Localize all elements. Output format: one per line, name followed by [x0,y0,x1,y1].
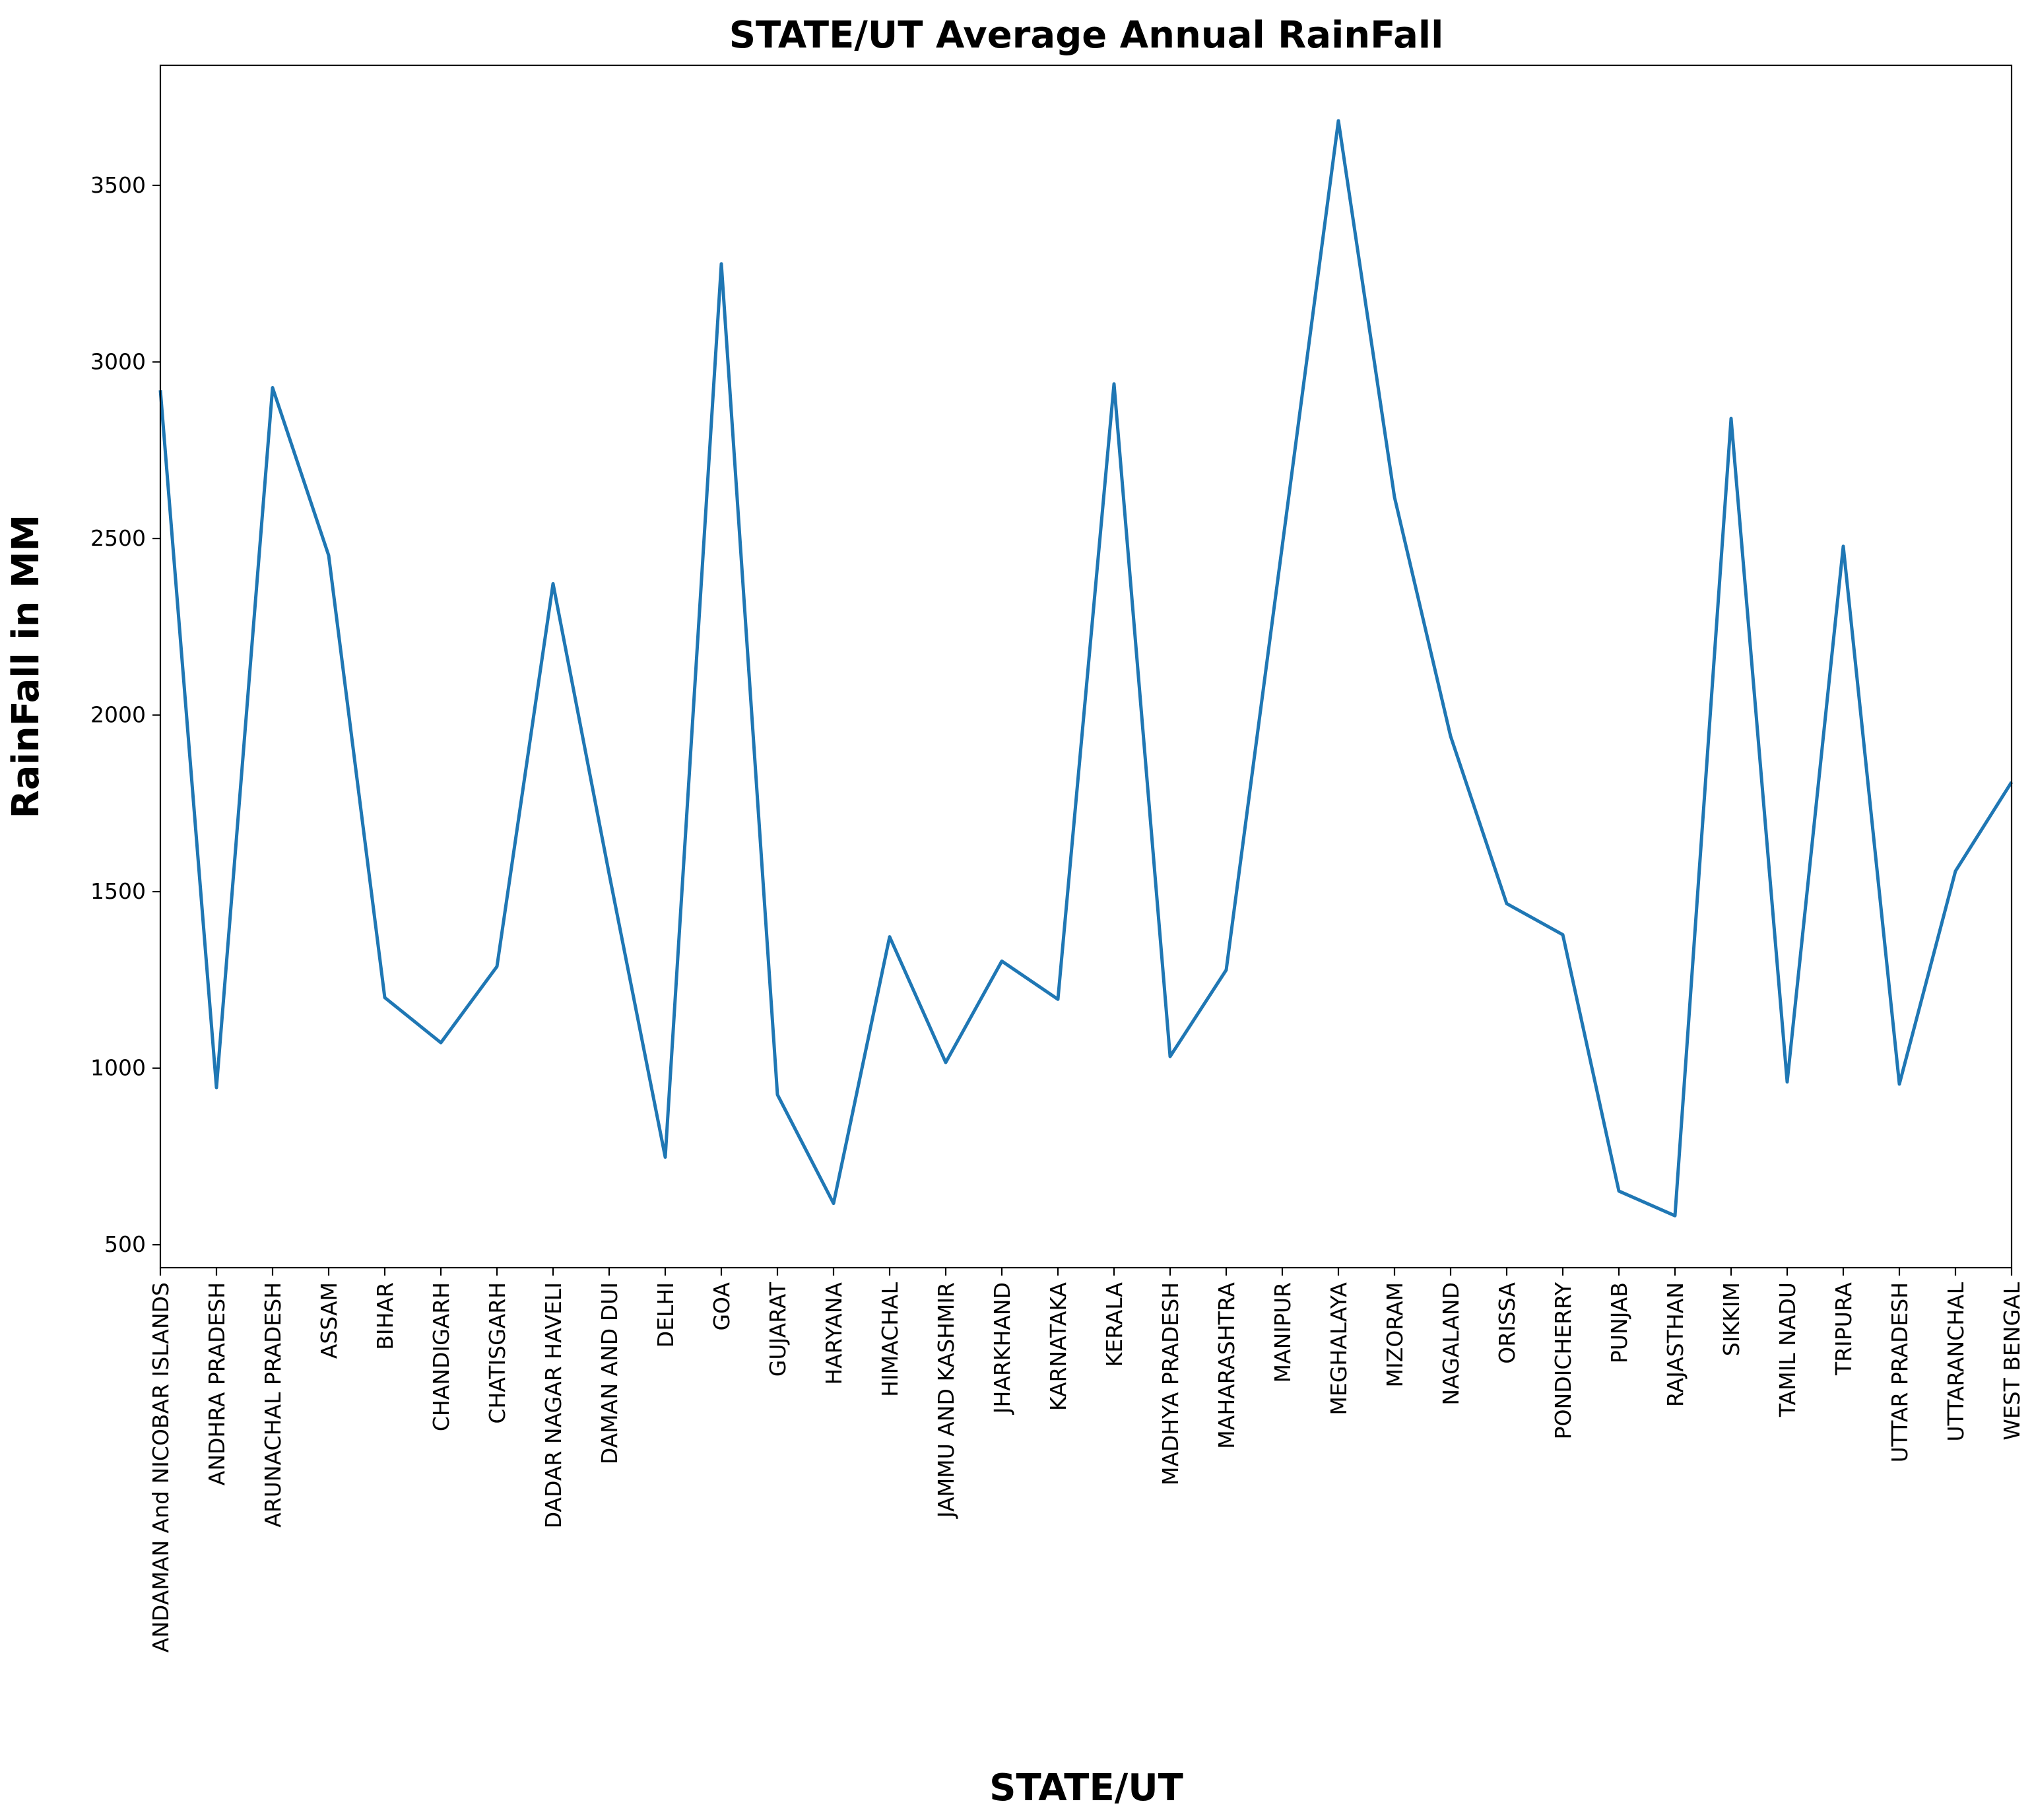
y-tick-label: 1000 [90,1055,146,1081]
x-axis-ticks: ANDAMAN And NICOBAR ISLANDS ANDHRA PRADES… [148,1268,2025,1652]
x-axis-label: STATE/UT [989,1767,1183,1809]
data-point [1785,1080,1789,1084]
series-group [158,119,2014,1218]
data-point [1393,495,1396,499]
data-point [439,1041,443,1045]
x-tick-label: HARYANA [821,1282,847,1385]
data-point [719,262,723,266]
data-point [1953,869,1957,873]
data-point [944,1060,948,1064]
y-tick-label: 500 [104,1231,146,1257]
data-point [327,554,331,558]
x-tick-label: UTTAR PRADESH [1887,1282,1913,1462]
y-tick-label: 1500 [90,878,146,904]
x-tick-label: MIZORAM [1382,1282,1408,1387]
x-tick-label: DELHI [653,1282,678,1348]
x-tick-label: KARNATAKA [1045,1282,1071,1411]
x-tick-label: CHATISGARH [484,1282,510,1424]
x-tick-label: TAMIL NADU [1775,1282,1800,1417]
data-point [1112,382,1116,386]
x-tick-label: JAMMU AND KASHMIR [933,1282,959,1519]
x-tick-label: WEST BENGAL [1999,1282,2025,1440]
data-point [383,996,387,1000]
data-point [1505,901,1509,905]
x-tick-label: BIHAR [372,1282,398,1350]
x-tick-label: PONDICHERRY [1550,1282,1576,1439]
x-tick-label: MEGHALAYA [1326,1282,1352,1415]
x-tick-label: SIKKIM [1719,1282,1744,1356]
data-point [1336,119,1340,123]
data-point [551,582,555,586]
y-axis-label: RainFall in MM [5,515,48,819]
x-tick-label: DAMAN AND DUI [597,1282,622,1464]
data-point [1617,1189,1621,1193]
y-axis-ticks: 500 1000 1500 2000 2500 3000 3500 [90,172,160,1257]
data-point [495,965,499,969]
data-point [1561,932,1565,936]
x-tick-label: JHARKHAND [989,1282,1015,1415]
x-tick-label: UTTARANCHAL [1943,1282,1969,1441]
series-line [158,119,2014,1218]
x-tick-label: ANDHRA PRADESH [204,1282,230,1485]
data-point [214,1086,218,1089]
data-point [1168,1055,1172,1058]
x-tick-label: MADHYA PRADESH [1158,1282,1183,1485]
data-point [1897,1082,1901,1086]
x-tick-label: KERALA [1101,1282,1127,1367]
x-tick-label: ASSAM [316,1282,342,1359]
x-tick-label: TRIPURA [1831,1282,1856,1376]
data-point [1729,416,1733,420]
data-point [1449,734,1453,738]
x-tick-label: GOA [709,1282,735,1331]
y-tick-label: 3000 [90,348,146,374]
data-point [1224,968,1228,972]
data-point [1056,997,1060,1001]
x-tick-label: ARUNACHAL PRADESH [260,1282,286,1528]
x-tick-label: ORISSA [1494,1282,1520,1364]
data-point [271,386,275,390]
x-tick-label: ANDAMAN And NICOBAR ISLANDS [148,1282,174,1652]
data-point [832,1202,836,1206]
x-tick-label: GUJARAT [765,1282,791,1377]
data-point [1841,544,1845,548]
data-point [888,935,892,939]
data-point [1000,959,1004,963]
data-point [607,872,611,876]
x-tick-label: CHANDIGARH [428,1282,454,1431]
x-tick-label: MAHARASHTRA [1214,1282,1239,1449]
data-point [1280,544,1284,548]
x-tick-label: NAGALAND [1438,1282,1464,1406]
x-tick-label: HIMACHAL [877,1282,903,1396]
chart-title: STATE/UT Average Annual RainFall [729,14,1444,57]
data-point [1673,1214,1677,1218]
x-tick-label: MANIPUR [1270,1282,1296,1382]
x-tick-label: RAJASTHAN [1662,1282,1688,1407]
y-tick-label: 3500 [90,172,146,198]
y-tick-label: 2500 [90,525,146,551]
x-tick-label: PUNJAB [1606,1282,1632,1363]
y-tick-label: 2000 [90,702,146,728]
x-tick-label: DADAR NAGAR HAVELI [541,1282,566,1528]
data-point [663,1155,667,1159]
data-point [775,1093,779,1097]
plot-frame [159,64,2013,1269]
